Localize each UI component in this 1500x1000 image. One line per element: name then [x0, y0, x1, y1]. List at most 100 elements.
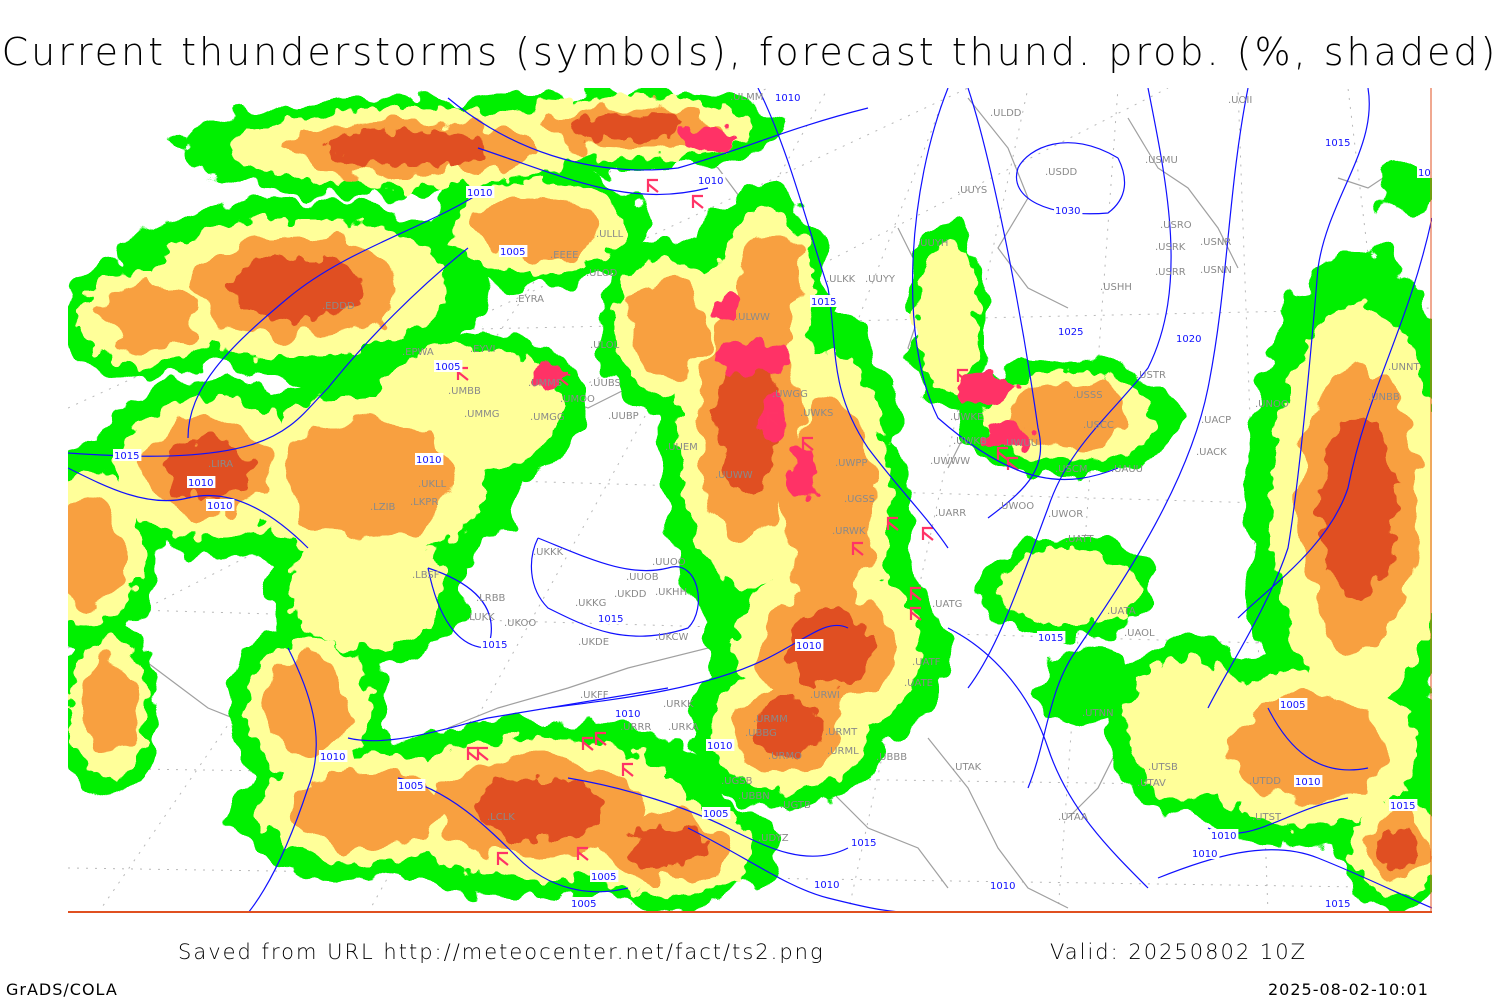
thunderstorm-symbol	[996, 446, 1009, 461]
isobar-value: 1005	[1280, 700, 1305, 711]
isobar-value: 1005	[435, 362, 460, 373]
station-label: .USRR	[1155, 267, 1186, 278]
isobar-label: 1025	[1057, 325, 1086, 338]
station-label: .UWGG	[772, 389, 808, 400]
station-label: .UMMS	[528, 378, 562, 389]
isobar-label: 1015	[113, 449, 142, 462]
grid-line	[847, 88, 1029, 913]
station-label: .UUWW	[715, 470, 753, 481]
probability-area	[477, 195, 599, 261]
isobar-value: 1010	[796, 641, 821, 652]
isobar-value: 1010	[1295, 777, 1320, 788]
probability-area	[916, 240, 980, 396]
thunderstorm-symbol	[801, 436, 814, 451]
station-label: .URML	[827, 746, 859, 757]
isobar	[247, 647, 317, 913]
isobar-label-bg	[697, 174, 726, 186]
isobar	[911, 88, 1119, 481]
isobar-label-bg	[1054, 204, 1083, 216]
thunderstorm-cluster	[713, 342, 793, 374]
station-label: .UMGG	[530, 412, 565, 423]
valid-time: Valid: 20250802 10Z	[1050, 940, 1308, 964]
station-label: .URWK	[832, 526, 866, 537]
isobar-value: 1015	[1325, 138, 1350, 149]
isobar-value: 1010	[814, 880, 839, 891]
isobar-value: 1010	[698, 176, 723, 187]
station-label: .LUKK	[466, 612, 495, 623]
isobar-label-bg	[113, 449, 142, 461]
station-label: .ULOD	[586, 268, 618, 279]
station-label: .URMT	[825, 727, 858, 738]
isobar-label: 1015	[481, 638, 510, 651]
thunderstorm-cluster	[789, 449, 817, 497]
isobar-label: 1015	[1324, 136, 1353, 149]
isobar-value: 1015	[811, 297, 836, 308]
isobar-label: 10	[1417, 166, 1432, 179]
station-label: .UWUU	[1003, 438, 1038, 449]
probability-area	[997, 549, 1139, 627]
thunderstorm-cluster	[958, 372, 1018, 404]
isobar-label-bg	[319, 750, 348, 762]
station-label: .UATA	[1107, 606, 1136, 617]
station-label: .ULDD	[990, 108, 1022, 119]
thunderstorm-symbol	[909, 586, 922, 601]
station-label: .USRO	[1160, 220, 1192, 231]
station-label: .UATG	[932, 599, 962, 610]
isobar-label-bg	[1037, 631, 1066, 643]
station-label: .UUBP	[608, 411, 639, 422]
probability-area	[98, 285, 198, 351]
station-label: .ULKK	[826, 274, 856, 285]
station-label: .UKDD	[614, 589, 647, 600]
isobar	[347, 687, 669, 742]
isobar-label: 1010	[795, 639, 824, 652]
thunderstorm-symbol	[909, 606, 922, 621]
isobar-label: 1015	[1389, 799, 1418, 812]
isobar-label-bg	[702, 807, 731, 819]
station-label: .UKDE	[578, 637, 609, 648]
isobar	[967, 88, 1172, 689]
isobar-value: 1010	[207, 501, 232, 512]
thunderstorm-symbol	[621, 762, 634, 777]
station-label: .UARR	[935, 508, 966, 519]
station-label: .UMOO	[560, 394, 595, 405]
probability-area	[1038, 648, 1138, 728]
isobar-label-bg	[434, 360, 463, 372]
station-label: .UUYY	[865, 274, 896, 285]
isobar-label: 1020	[1175, 332, 1204, 345]
isobar-label-bg	[989, 879, 1018, 891]
station-label: .UKOO	[504, 618, 536, 629]
station-label: .UWKS	[800, 408, 833, 419]
source-url-text: Saved from URL http://meteocenter.net/fa…	[178, 940, 825, 964]
current-thunderstorms	[456, 126, 1032, 866]
coastline	[1127, 117, 1239, 269]
station-label: .LRBB	[476, 593, 506, 604]
probability-area	[290, 525, 446, 651]
isobar	[447, 97, 869, 171]
isobar	[1015, 142, 1126, 215]
station-label: .UATE	[904, 678, 933, 689]
station-label: .LZIB	[370, 502, 396, 513]
station-label: .UTAK	[952, 762, 982, 773]
isobar-value: 1015	[1390, 801, 1415, 812]
isobar-label-bg	[1191, 847, 1220, 859]
station-label: .URMM	[753, 714, 788, 725]
isobar-label-bg	[466, 186, 495, 198]
station-label: .USMU	[1145, 155, 1178, 166]
station-label: .UUYS	[957, 185, 987, 196]
station-label: .UTSB	[1148, 762, 1178, 773]
isobar-label: 1015	[1324, 897, 1353, 910]
isobar-label-bg	[1175, 332, 1204, 344]
generated-timestamp: 2025-08-02-10:01	[1268, 980, 1429, 999]
isobar-label: 1005	[570, 897, 599, 910]
probability-area	[753, 700, 823, 756]
station-label: .USCC	[1083, 420, 1114, 431]
thunderstorm-cluster	[680, 126, 736, 150]
isobar-label: 1010	[614, 707, 643, 720]
probability-area	[786, 609, 870, 687]
station-label: .URKA	[668, 722, 699, 733]
station-label: .ULWW	[735, 312, 770, 323]
map-title: Current thunderstorms (symbols), forecas…	[1, 30, 1499, 74]
station-label: .UTAV	[1137, 778, 1166, 789]
isobar-label-bg	[1279, 698, 1308, 710]
